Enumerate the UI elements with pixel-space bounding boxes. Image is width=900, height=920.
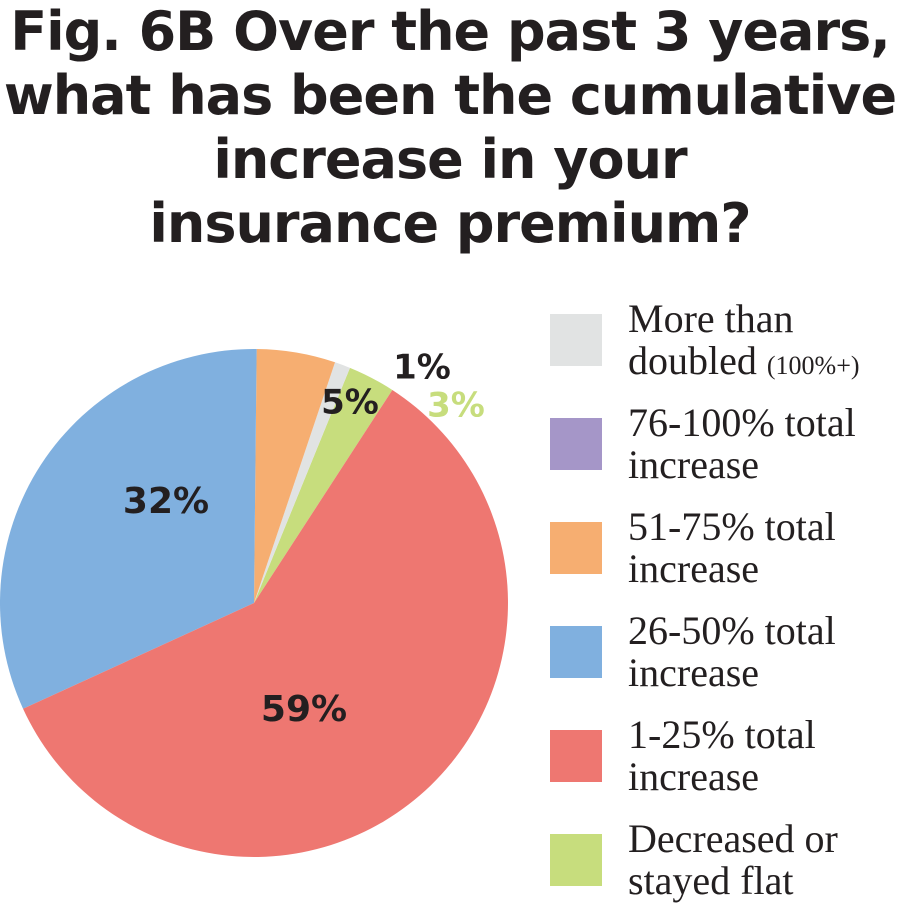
title-line: Fig. 6B Over the past 3 years, xyxy=(10,0,891,63)
legend-item-26-50: 26-50% total increase xyxy=(550,608,895,712)
pie-slice-r51_75 xyxy=(254,349,336,603)
legend-swatch xyxy=(550,730,602,782)
pie-chart: 3%1% 5% 32% 59% xyxy=(0,348,508,857)
legend-swatch xyxy=(550,314,602,366)
legend-label-line2: doubled (100%+) xyxy=(628,340,898,387)
legend-label-line2: increase xyxy=(628,754,760,799)
pie-slice-doubled xyxy=(254,362,350,603)
legend-label-line2: increase xyxy=(628,546,760,591)
legend-item-more-than-doubled: More than doubled (100%+) xyxy=(550,296,895,400)
pie-slice-r26_50 xyxy=(0,349,257,709)
legend-label: 51-75% total increase xyxy=(628,506,898,590)
pie-label-r26_50: 32% xyxy=(123,481,209,522)
pie-slice-flat xyxy=(254,367,393,603)
chart-title: Fig. 6B Over the past 3 years, what has … xyxy=(0,0,900,256)
legend-label: 26-50% total increase xyxy=(628,610,898,694)
title-line: increase in your xyxy=(213,128,687,191)
legend-swatch xyxy=(550,522,602,574)
title-line: insurance premium? xyxy=(149,192,751,255)
pie-slice-r1_25 xyxy=(23,389,508,857)
legend-item-76-100: 76-100% total increase xyxy=(550,400,895,504)
legend-swatch xyxy=(550,626,602,678)
legend-label-line2: stayed flat xyxy=(628,858,794,903)
legend-label-line1: 51-75% total xyxy=(628,504,836,549)
pie-label-doubled: 1% xyxy=(393,348,451,388)
legend-label-line1: More than xyxy=(628,296,794,341)
legend-item-decreased-or-flat: Decreased or stayed flat xyxy=(550,816,895,920)
legend-label: 1-25% total increase xyxy=(628,714,898,798)
legend-label-suffix: (100%+) xyxy=(766,351,860,380)
legend-item-1-25: 1-25% total increase xyxy=(550,712,895,816)
legend-label-line1: 26-50% total xyxy=(628,608,836,653)
pie-label-r1_25: 59% xyxy=(261,689,347,730)
legend-label: 76-100% total increase xyxy=(628,402,898,486)
title-line: what has been the cumulative xyxy=(3,64,897,127)
legend-label-line2: increase xyxy=(628,650,760,695)
legend-label-line2: increase xyxy=(628,442,760,487)
legend-swatch xyxy=(550,418,602,470)
legend-label-doubled: doubled xyxy=(628,338,757,383)
legend: More than doubled (100%+) 76-100% total … xyxy=(550,296,895,920)
legend-label-line1: 76-100% total xyxy=(628,400,856,445)
pie-label-flat: 3% xyxy=(427,386,485,426)
pie-label-r51_75: 5% xyxy=(321,383,379,423)
legend-label: Decreased or stayed flat xyxy=(628,818,898,902)
legend-label-line1: Decreased or xyxy=(628,816,838,861)
legend-item-51-75: 51-75% total increase xyxy=(550,504,895,608)
legend-label-line1: 1-25% total xyxy=(628,712,816,757)
legend-label: More than doubled (100%+) xyxy=(628,298,898,387)
legend-swatch xyxy=(550,834,602,886)
